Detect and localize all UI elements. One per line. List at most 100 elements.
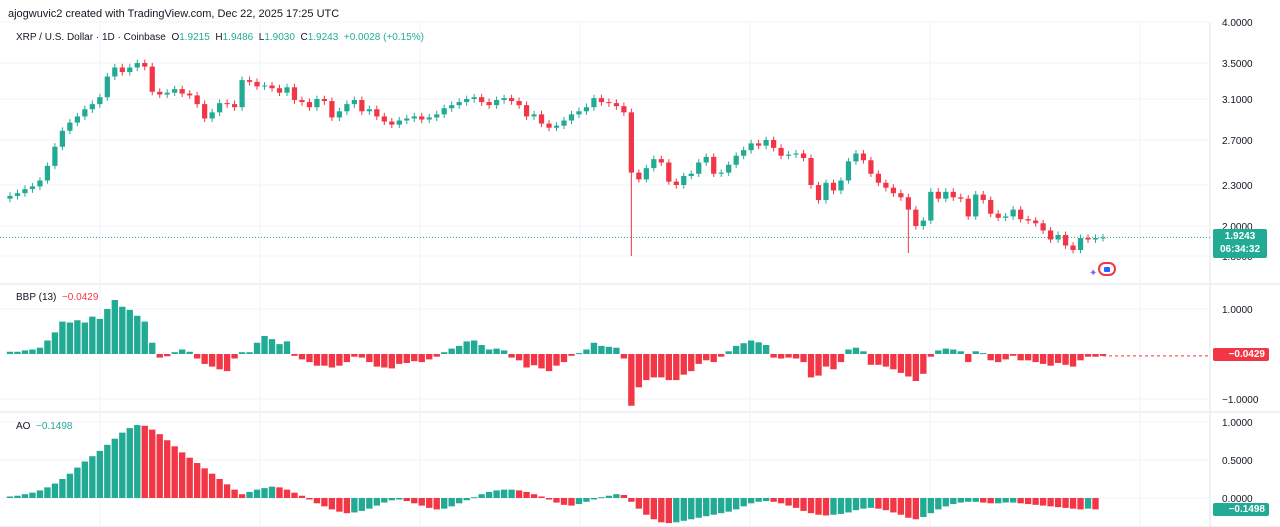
ao-bar (1039, 498, 1047, 506)
candle-body (508, 98, 515, 102)
candle-body (194, 95, 200, 105)
candle-body (576, 111, 582, 115)
ao-bar (321, 498, 328, 507)
bbp-bar (995, 354, 1002, 363)
ao-bar (366, 498, 373, 509)
bbp-bar (1002, 354, 1009, 360)
bbp-bar (1084, 354, 1092, 357)
bbp-bar (253, 342, 261, 354)
ao-bar (942, 498, 949, 507)
bbp-bar (560, 354, 568, 363)
ao-bar (164, 440, 171, 498)
bbp-bar (306, 354, 313, 363)
ao-bar (81, 461, 89, 498)
candle-body (748, 143, 754, 151)
ao-bar (710, 498, 717, 515)
bbp-bar (96, 318, 104, 354)
bbp-bar (74, 320, 81, 354)
candle-body (172, 89, 178, 93)
candle-body (808, 158, 814, 185)
ao-bar (396, 498, 403, 500)
candle-body (456, 102, 462, 106)
ao-bar (246, 491, 253, 498)
bbp-bar (980, 353, 987, 355)
candle-body (965, 198, 971, 217)
bbp-bar (703, 354, 710, 361)
bbp-bar (508, 354, 515, 358)
ao-bar (470, 497, 478, 499)
ao-bar (800, 498, 807, 511)
ao-bar (14, 495, 21, 498)
bbp-bar (59, 321, 66, 354)
sparkle-icon: ✦ (1089, 268, 1098, 279)
symbol-legend: XRP / U.S. Dollar · 1D · Coinbase O1.921… (16, 32, 424, 43)
bbp-bar (111, 300, 118, 354)
price-tick-label: 2.0000 (1222, 222, 1253, 233)
price-tick-label: 2.3000 (1222, 181, 1253, 192)
ao-name: AO (16, 421, 31, 432)
high-value: 1.9486 (222, 32, 254, 43)
ao-bar (860, 498, 867, 509)
bbp-bar (770, 354, 777, 358)
bbp-bar (912, 354, 920, 381)
bbp-bar (493, 348, 500, 354)
candle-body (643, 168, 649, 180)
ao-bar (1009, 498, 1017, 503)
ao-bar (822, 498, 830, 516)
candle-body (1092, 238, 1099, 240)
ao-bar (628, 498, 635, 502)
candle-body (127, 67, 133, 72)
ideas-icon[interactable] (1098, 262, 1116, 276)
candle-body (890, 187, 897, 194)
candle-body (112, 67, 118, 77)
ao-bar (411, 498, 418, 504)
ao-bar (553, 498, 560, 503)
bbp-bar (875, 354, 882, 365)
ao-bar (59, 479, 66, 498)
bbp-bar (238, 352, 246, 354)
candle-body (82, 109, 88, 117)
candle-body (329, 101, 335, 118)
ao-bar (179, 452, 186, 498)
bbp-bar (366, 354, 373, 363)
bbp-bar (411, 354, 418, 362)
bbp-bar (179, 349, 186, 354)
bbp-bar (665, 354, 672, 381)
candle-body (711, 156, 717, 174)
bbp-bar (433, 354, 440, 357)
ao-bar (545, 498, 553, 500)
candle-body (673, 181, 679, 185)
ao-bar (590, 498, 598, 500)
candle-body (546, 123, 552, 128)
ao-bar (96, 450, 104, 498)
bbp-bar (66, 322, 74, 354)
bbp-bar (358, 354, 366, 358)
candle-body (1070, 245, 1076, 250)
ao-bar (111, 438, 118, 498)
candle-body (920, 220, 926, 226)
candle-body (830, 182, 837, 191)
candle-body (756, 143, 762, 146)
ao-bar (530, 494, 538, 498)
ao-bar (703, 498, 710, 517)
ao-bar (193, 463, 201, 498)
candle-body (209, 112, 215, 119)
ao-bar (695, 498, 702, 518)
bbp-bar (987, 354, 994, 361)
candle-body (164, 92, 170, 95)
ao-legend: AO −0.1498 (16, 421, 72, 432)
bbp-bar (710, 354, 717, 363)
candle-body (718, 172, 724, 174)
bbp-bar (328, 354, 336, 368)
ao-bar (156, 434, 163, 498)
candle-body (815, 185, 822, 201)
candle-body (568, 114, 575, 121)
open-label: O (171, 32, 180, 43)
ao-bar (171, 446, 178, 498)
ao-bar (313, 498, 321, 504)
bbp-bar (732, 345, 740, 354)
bbp-bar (950, 349, 957, 354)
candle-body (246, 80, 253, 82)
ao-bar (852, 498, 860, 511)
price-badge-countdown: 06:34:32 (1219, 244, 1261, 255)
